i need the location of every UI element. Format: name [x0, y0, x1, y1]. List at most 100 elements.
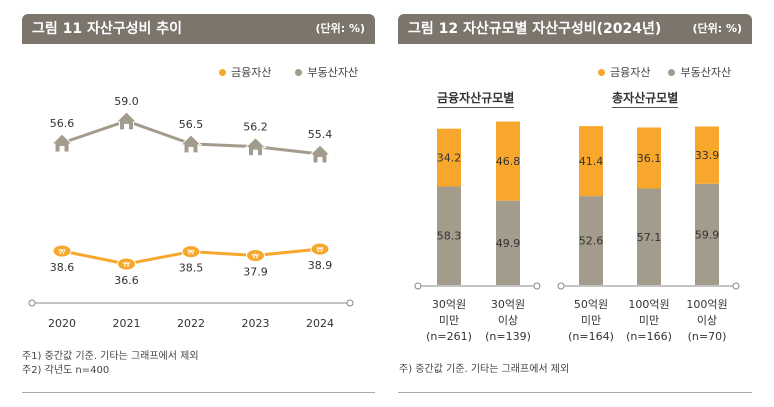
data-label-real-estate: 55.4: [308, 128, 333, 141]
legend-dot-financial: [219, 69, 226, 76]
category-label: (n=166): [626, 330, 672, 343]
data-label-financial: 36.6: [114, 274, 139, 287]
category-label: (n=164): [568, 330, 614, 343]
house-door: [188, 146, 194, 153]
house-icon: [244, 136, 267, 157]
category-label: 미만: [581, 314, 601, 327]
legend-real-estate: 부동산자산: [307, 66, 359, 79]
x-tick-label: 2020: [48, 317, 76, 330]
bar-label-financial: 41.4: [579, 155, 604, 168]
note-2: 주2) 각년도 n=400: [22, 365, 110, 376]
left-legend: 금융자산 부동산자산: [205, 64, 358, 80]
x-tick-label: 2024: [306, 317, 334, 330]
axis-end: [732, 282, 740, 290]
group-title-total: 총자산규모별: [612, 89, 679, 108]
bar-financial: [496, 121, 520, 201]
legend-dot-real-estate: [295, 69, 303, 76]
category-label: (n=139): [485, 330, 531, 343]
left-title: 그림 11 자산구성비 추이: [32, 21, 183, 37]
legend-financial: 금융자산: [610, 66, 651, 79]
bar-label-real-estate: 58.3: [437, 230, 462, 243]
bar-real-estate: [496, 200, 520, 285]
house-door: [124, 123, 129, 130]
right-title: 그림 12 자산규모별 자산구성비(2024년): [408, 21, 662, 37]
x-tick-label: 2022: [177, 317, 205, 330]
right-note: 주) 중간값 기준. 기타는 그래프에서 제외: [399, 364, 570, 375]
data-label-financial: 38.5: [179, 262, 204, 275]
data-label-real-estate: 56.2: [243, 121, 268, 134]
house-icon: [50, 133, 74, 153]
legend-dot-financial: [598, 69, 605, 76]
data-label-financial: 38.6: [50, 261, 75, 274]
left-rule: [22, 392, 375, 393]
category-label: 이상: [697, 314, 717, 327]
house-icon: [179, 134, 203, 154]
coin-icon: [117, 257, 136, 271]
house-icon: [115, 111, 138, 131]
bar-real-estate: [579, 196, 603, 285]
bar-label-real-estate: 52.6: [579, 235, 604, 248]
legend-real-estate: 부동산자산: [680, 66, 732, 79]
data-label-financial: 37.9: [243, 266, 268, 279]
coin-symbol: ₩: [188, 249, 195, 257]
left-unit: (단위: %): [315, 22, 365, 35]
category-label: 이상: [498, 314, 518, 327]
bar-label-real-estate: 57.1: [637, 231, 662, 244]
bar-label-real-estate: 49.9: [496, 237, 521, 250]
category-label: 100억원: [628, 298, 669, 311]
data-label-financial: 38.9: [308, 259, 333, 272]
data-label-real-estate: 56.5: [179, 118, 204, 131]
category-label: 30억원: [491, 298, 525, 311]
coin-icon: [246, 249, 265, 263]
x-tick-label: 2023: [242, 317, 270, 330]
category-label: 50억원: [574, 298, 608, 311]
data-label-real-estate: 59.0: [114, 95, 139, 108]
coin-icon: [181, 245, 201, 259]
coin-symbol: ₩: [123, 261, 130, 269]
category-label: 30억원: [432, 298, 466, 311]
bar-real-estate: [437, 186, 461, 285]
axis-end: [414, 282, 422, 290]
left-header: 그림 11 자산구성비 추이 (단위: %): [22, 14, 375, 44]
category-label: 미만: [639, 314, 659, 327]
coin-icon: [52, 244, 72, 258]
coin-symbol: ₩: [317, 246, 324, 254]
coin-symbol: ₩: [59, 248, 66, 256]
group-title-financial: 금융자산규모별: [437, 89, 515, 108]
bar-label-financial: 34.2: [437, 152, 462, 165]
data-label-real-estate: 56.6: [50, 117, 75, 130]
bar-real-estate: [637, 188, 661, 285]
bar-label-real-estate: 59.9: [695, 228, 720, 241]
category-label: (n=70): [688, 330, 727, 343]
axis-end: [346, 299, 354, 307]
legend-financial: 금융자산: [231, 66, 272, 79]
bar-label-financial: 46.8: [496, 155, 521, 168]
axis-end: [28, 299, 36, 307]
house-door: [253, 149, 258, 156]
coin-symbol: ₩: [252, 253, 259, 261]
bar-label-financial: 33.9: [695, 149, 720, 162]
bar-financial: [579, 126, 603, 197]
right-unit: (단위: %): [692, 22, 742, 35]
category-label: 100억원: [686, 298, 727, 311]
bar-real-estate: [695, 183, 719, 285]
right-legend: 금융자산 부동산자산: [584, 64, 731, 80]
bar-financial: [695, 126, 719, 184]
category-label: (n=261): [426, 330, 472, 343]
house-door: [59, 146, 65, 152]
axis-end: [533, 282, 541, 290]
right-rule: [398, 392, 752, 393]
bar-label-financial: 36.1: [637, 152, 662, 165]
x-tick-label: 2021: [113, 317, 141, 330]
house-door: [317, 157, 323, 164]
coin-icon: [310, 242, 330, 256]
house-icon: [308, 144, 332, 164]
legend-dot-real-estate: [668, 69, 676, 76]
note-1: 주1) 중간값 기준. 기타는 그래프에서 제외: [22, 351, 199, 362]
bar-financial: [637, 127, 661, 189]
axis-end: [557, 282, 565, 290]
category-label: 미만: [439, 314, 459, 327]
right-header: 그림 12 자산규모별 자산구성비(2024년) (단위: %): [398, 14, 752, 44]
